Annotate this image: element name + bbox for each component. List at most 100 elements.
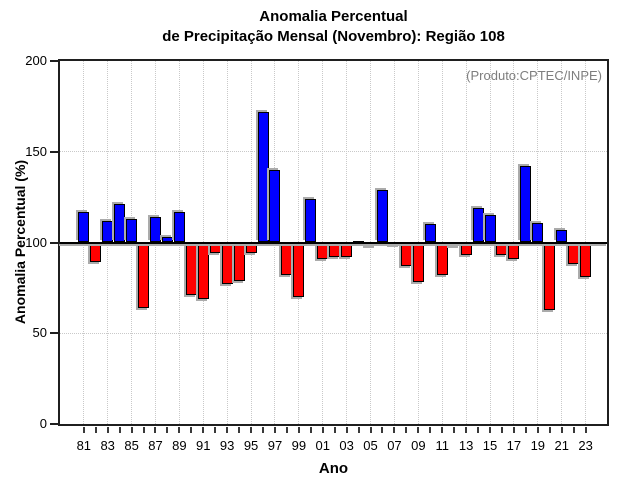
y-tick-label-150: 150 (25, 143, 47, 159)
bar-2006 (376, 189, 388, 243)
bar-2003 (341, 242, 353, 258)
x-tick-2007 (393, 427, 396, 433)
plot-area: (Produto:CPTEC/INPE) (58, 59, 609, 426)
x-tick-label-2015: 15 (482, 438, 498, 453)
bar-1999 (293, 242, 305, 297)
x-tick-1992 (214, 427, 217, 433)
bar-2011 (436, 242, 448, 276)
x-tick-label-2017: 17 (506, 438, 522, 453)
x-tick-1990 (190, 427, 193, 433)
y-tick-150 (50, 150, 58, 153)
bar-2002 (329, 242, 341, 258)
x-tick-1998 (285, 427, 288, 433)
x-tick-2012 (453, 427, 456, 433)
bar-2010 (424, 224, 436, 243)
x-tick-label-2023: 23 (578, 438, 593, 453)
y-tick-200 (50, 60, 58, 62)
x-tick-label-2001: 01 (315, 438, 330, 453)
bar-2009 (412, 242, 424, 283)
x-tick-label-2019: 19 (530, 438, 546, 453)
chart-title-line1: Anomalia Percentual (259, 8, 408, 25)
y-tick-label-50: 50 (32, 325, 47, 341)
x-tick-1995 (250, 427, 253, 433)
bar-1987 (149, 217, 161, 243)
bar-1981 (78, 211, 90, 243)
x-tick-1987 (154, 427, 157, 433)
x-tick-2010 (429, 427, 432, 433)
x-axis-title: Ano (318, 460, 349, 477)
x-tick-label-2005: 05 (363, 438, 378, 453)
x-tick-2004 (357, 427, 360, 433)
x-tick-2021 (560, 427, 563, 433)
bar-2008 (400, 242, 412, 267)
chart-title-line2: de Precipitação Mensal (Novembro): Regiã… (162, 28, 505, 45)
bar-1984 (114, 204, 126, 243)
bar-2017 (508, 242, 520, 259)
grid-line-horizontal-150 (60, 151, 607, 153)
x-tick-1982 (94, 427, 97, 433)
x-tick-2013 (465, 427, 468, 433)
x-tick-2001 (321, 427, 324, 433)
bar-2013 (460, 242, 472, 256)
bar-2001 (317, 242, 329, 259)
x-tick-1983 (106, 427, 109, 433)
x-tick-label-2009: 09 (411, 438, 426, 453)
x-tick-label-1997: 97 (267, 438, 283, 453)
x-tick-1999 (297, 427, 300, 433)
x-tick-1994 (238, 427, 241, 433)
x-tick-label-1989: 89 (172, 438, 187, 453)
x-tick-2014 (477, 427, 480, 433)
x-tick-2005 (369, 427, 372, 433)
y-tick-label-0: 0 (39, 416, 47, 431)
x-tick-label-1987: 87 (148, 438, 163, 453)
bar-1991 (197, 242, 209, 299)
x-tick-1981 (82, 427, 85, 433)
x-tick-label-1983: 83 (100, 438, 115, 453)
bar-1996 (257, 111, 269, 243)
x-tick-label-2011: 11 (435, 438, 449, 453)
bar-1983 (102, 220, 114, 243)
bar-1989 (173, 211, 185, 243)
bar-1985 (126, 218, 138, 243)
bar-1986 (138, 242, 150, 308)
x-tick-1984 (118, 427, 121, 433)
x-tick-2008 (405, 427, 408, 433)
bar-1993 (221, 242, 233, 285)
x-tick-2009 (417, 427, 420, 433)
bar-1982 (90, 242, 102, 263)
x-tick-1986 (142, 427, 145, 433)
y-tick-50 (50, 332, 58, 335)
x-tick-1988 (166, 427, 169, 433)
x-tick-1993 (226, 427, 229, 433)
x-tick-label-1981: 81 (76, 438, 92, 453)
x-tick-2020 (548, 427, 551, 433)
baseline-100-percent (60, 241, 607, 244)
x-tick-1996 (262, 427, 264, 433)
x-tick-2023 (584, 427, 587, 433)
x-tick-label-2013: 13 (458, 438, 474, 453)
x-tick-1997 (273, 427, 276, 433)
bar-1992 (209, 242, 221, 254)
bar-1994 (233, 242, 245, 281)
bar-2018 (520, 166, 532, 243)
bar-1995 (245, 242, 257, 254)
y-tick-100 (50, 241, 58, 244)
x-tick-2003 (345, 427, 348, 433)
bar-2020 (544, 242, 556, 310)
bar-1997 (269, 169, 281, 243)
y-tick-label-200: 200 (25, 53, 47, 68)
x-tick-2016 (500, 427, 503, 433)
bar-1990 (185, 242, 197, 296)
x-tick-label-1991: 91 (196, 438, 211, 453)
x-tick-2018 (524, 427, 527, 433)
bar-2015 (484, 215, 496, 243)
x-tick-label-1999: 99 (291, 438, 307, 453)
x-tick-label-1995: 95 (243, 438, 259, 453)
producer-annotation: (Produto:CPTEC/INPE) (466, 68, 602, 83)
x-tick-2006 (381, 427, 384, 433)
x-tick-1989 (178, 427, 181, 433)
grid-line-horizontal-50 (60, 332, 607, 334)
x-tick-2011 (441, 427, 444, 433)
x-tick-label-2007: 07 (387, 438, 402, 453)
bar-1998 (281, 242, 293, 276)
